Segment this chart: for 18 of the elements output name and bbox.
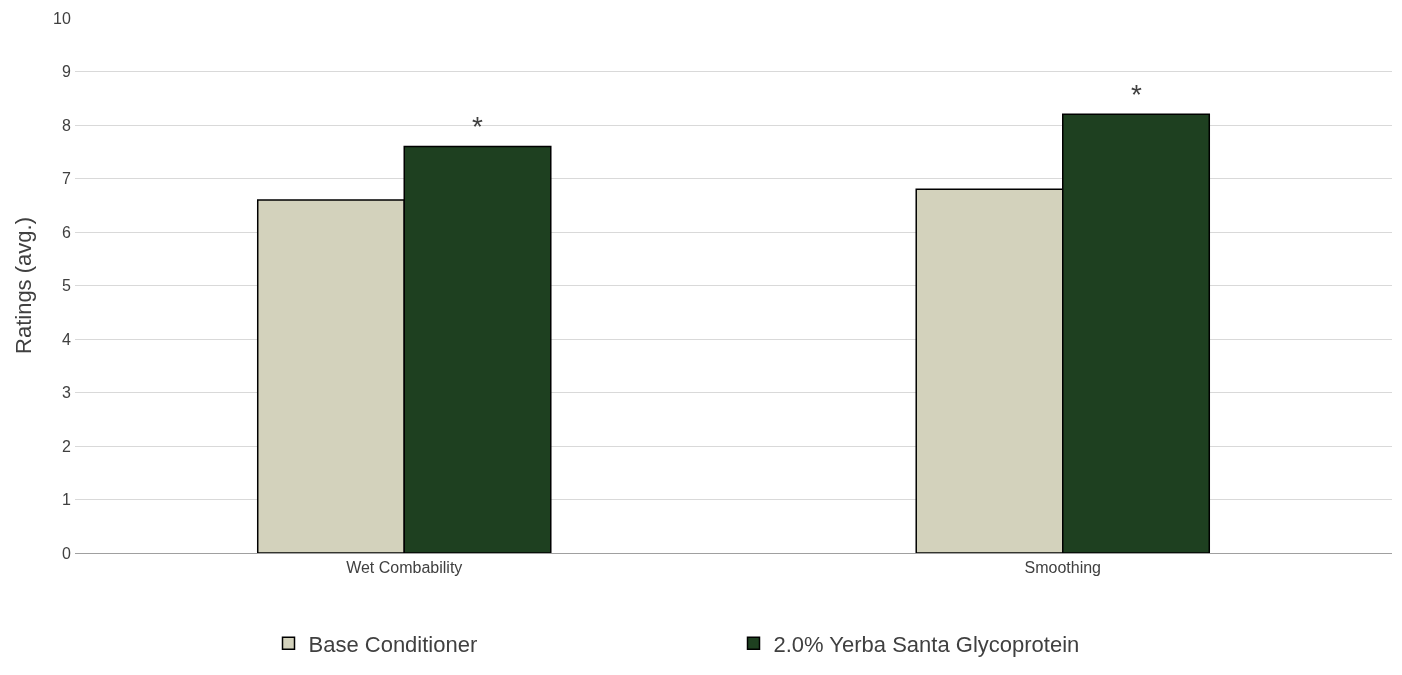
- y-tick-label: 8: [61, 116, 71, 134]
- y-tick-label: 10: [53, 9, 71, 27]
- y-tick-label: 5: [61, 277, 71, 295]
- annotation: *: [472, 111, 483, 142]
- y-tick-label: 7: [61, 170, 71, 188]
- x-tick-label: Smoothing: [1024, 559, 1101, 577]
- y-tick-label: 6: [61, 223, 71, 241]
- legend-label: 2.0% Yerba Santa Glycoprotein: [773, 631, 1080, 657]
- y-tick-label: 3: [61, 384, 71, 402]
- y-tick-label: 9: [61, 63, 71, 81]
- annotation: *: [1131, 79, 1142, 110]
- x-tick-label: Wet Combability: [346, 559, 463, 577]
- y-tick-label: 2: [61, 437, 71, 455]
- y-tick-label: 1: [61, 491, 71, 509]
- legend-label: Base Conditioner: [308, 631, 478, 657]
- y-axis-title: Ratings (avg.): [10, 217, 36, 354]
- y-tick-label: 4: [61, 330, 71, 348]
- y-tick-label: 0: [61, 544, 71, 562]
